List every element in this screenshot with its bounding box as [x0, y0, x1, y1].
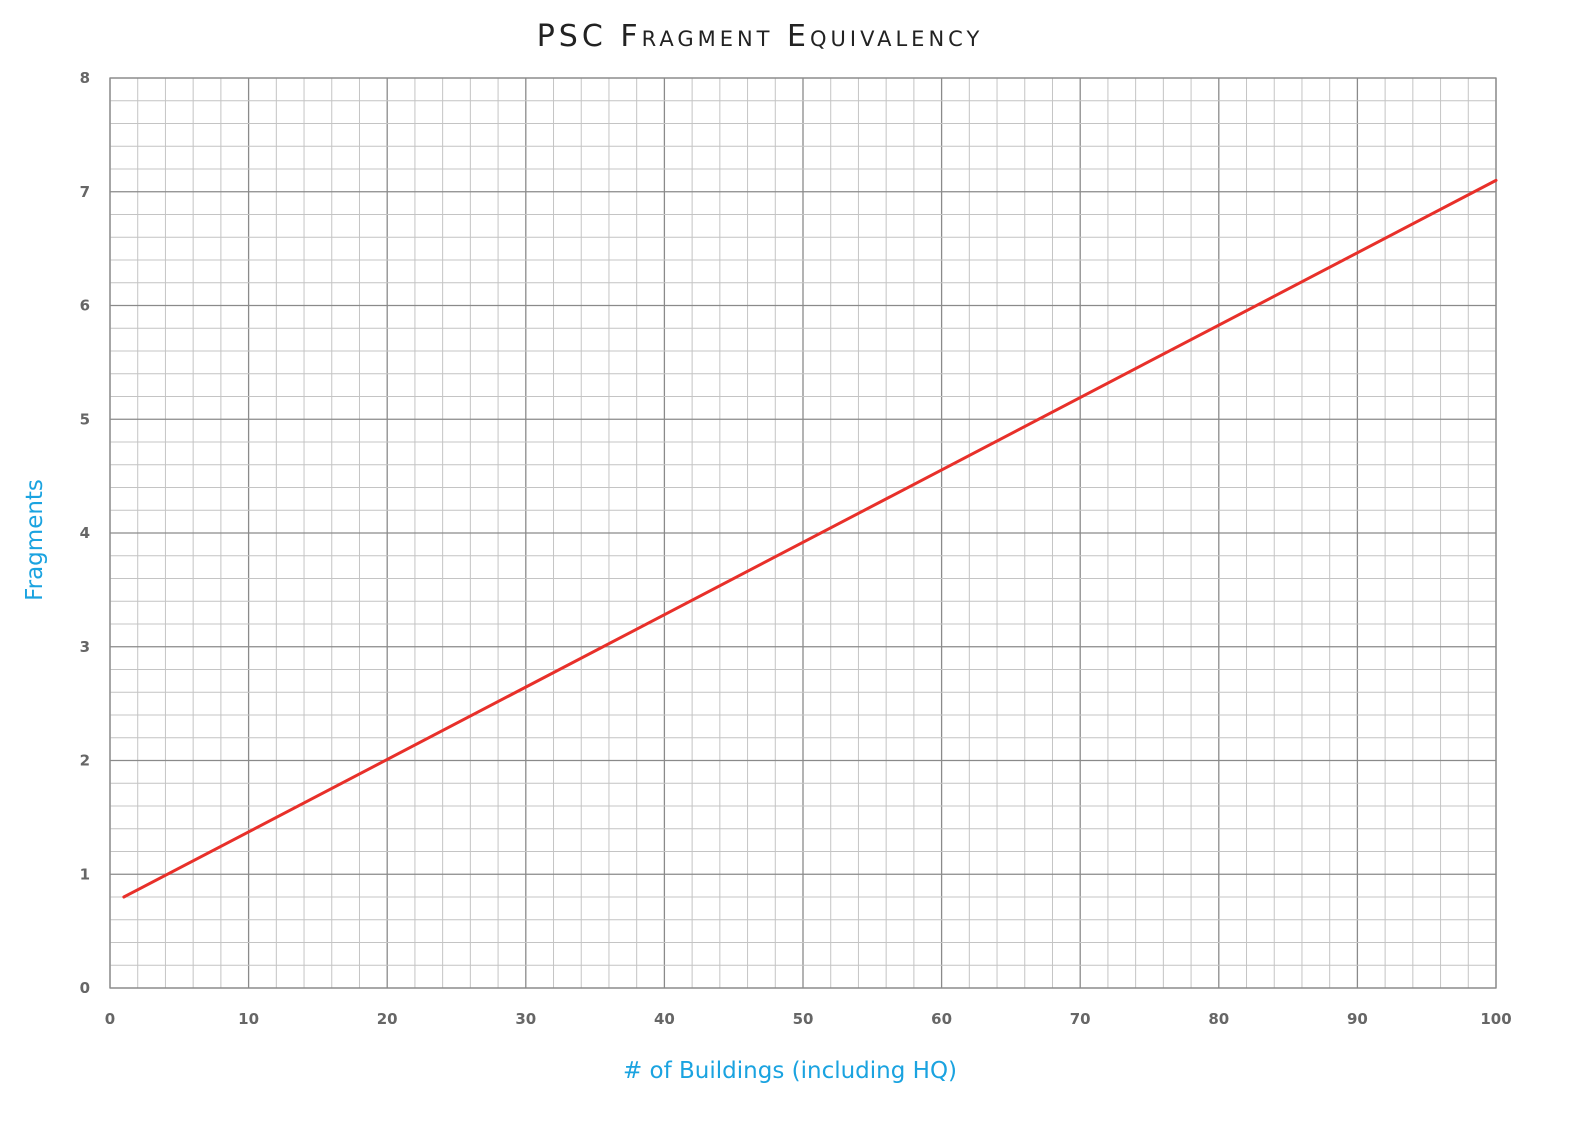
x-tick-label: 50	[793, 1010, 814, 1028]
grid	[109, 77, 1497, 989]
y-tick-label: 2	[80, 752, 90, 770]
y-tick-label: 6	[80, 297, 90, 315]
x-tick-label: 80	[1208, 1010, 1229, 1028]
y-tick-label: 7	[80, 183, 90, 201]
chart-title: PSC Fragment Equivalency	[537, 19, 984, 54]
x-tick-label: 0	[105, 1010, 115, 1028]
tick-labels: 0 10 20 30 40 50 60 70 80 90 100 0 1 2 3 4 5 6 7 8	[80, 69, 1512, 1028]
x-tick-label: 90	[1347, 1010, 1368, 1028]
x-tick-label: 30	[515, 1010, 536, 1028]
x-tick-label: 60	[931, 1010, 952, 1028]
y-tick-label: 5	[80, 410, 90, 428]
x-tick-label: 40	[654, 1010, 675, 1028]
x-tick-label: 100	[1480, 1010, 1511, 1028]
x-tick-label: 10	[238, 1010, 259, 1028]
y-tick-label: 1	[80, 865, 90, 883]
x-axis-label: # of Buildings (including HQ)	[623, 1058, 957, 1084]
plot-border	[109, 77, 1497, 989]
y-tick-label: 3	[80, 638, 90, 656]
y-tick-label: 8	[80, 69, 90, 87]
y-tick-label: 0	[80, 979, 90, 997]
y-axis-label: Fragments	[22, 479, 48, 601]
series-line	[122, 178, 1498, 899]
y-tick-label: 4	[80, 524, 90, 542]
series-layer	[122, 178, 1498, 899]
x-tick-label: 20	[377, 1010, 398, 1028]
x-tick-label: 70	[1070, 1010, 1091, 1028]
